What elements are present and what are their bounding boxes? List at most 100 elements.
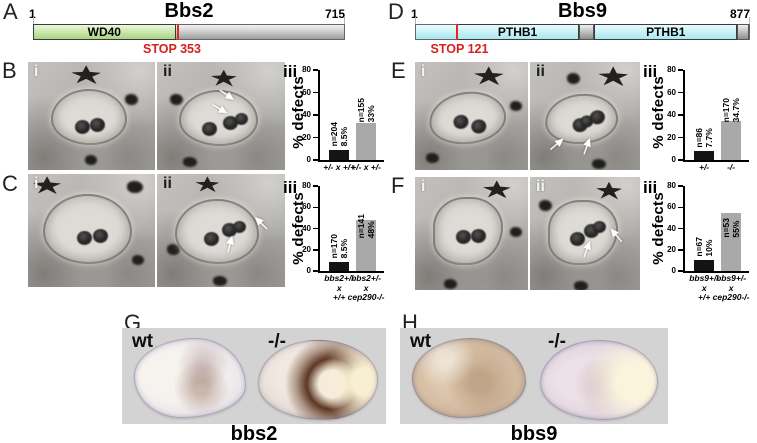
subpanel-label-ii: ii	[163, 175, 172, 192]
genotype-label-mutant: -/-	[268, 331, 286, 352]
x-axis-label: +/- x +/-	[351, 162, 381, 173]
panel-G-photo-box: wt -/-	[122, 328, 386, 424]
y-axis-tick-label: 80	[667, 65, 676, 74]
chart-plot: 0 20 40 60 80 n=204 8.5% +/- x +/+ n=155 33% +/- x…	[302, 66, 384, 172]
y-axis-tick-label: 60	[667, 202, 676, 212]
wd40-domain-label: WD40	[87, 25, 121, 39]
panel-D-gene-diagram: D Bbs9 1 877 PTHB1 PTHB1 STOP 121	[380, 0, 757, 58]
chart-bar	[356, 220, 377, 271]
subpanel-label-i: i	[421, 178, 426, 195]
melanocyte-spot	[213, 275, 228, 286]
y-axis-tick-label: 40	[667, 223, 676, 233]
panel-B-image-ii: ii	[157, 62, 285, 170]
x-axis-label: bbs9+/- x +/+	[689, 273, 719, 303]
subpanel-label-iii: iii	[283, 178, 298, 197]
otolith	[470, 118, 488, 135]
pthb1-domain-2-label: PTHB1	[646, 25, 686, 39]
melanocyte-spot	[473, 66, 504, 86]
panel-F-chart: iii % defects 0 20 40 60 80 n=67 10% bbs9+/- x +/…	[643, 178, 755, 308]
bar-annotation-line: 8.5%	[339, 127, 350, 147]
panel-letter-D: D	[388, 0, 404, 24]
y-axis-tick-label: 0	[671, 155, 676, 164]
linker-block-1	[579, 24, 595, 40]
y-axis-tick-label: 40	[667, 110, 676, 119]
y-axis-tick	[313, 227, 318, 230]
subpanel-label-iii: iii	[643, 178, 658, 197]
subpanel-label-iii: iii	[643, 62, 658, 81]
stop-codon-label: STOP 121	[430, 42, 489, 56]
y-axis-tick	[313, 206, 318, 208]
panel-A-gene-diagram: A Bbs2 1 715 WD40 STOP 353	[0, 0, 378, 58]
aa-start-label: 1	[411, 7, 418, 21]
defect-arrow-icon	[226, 235, 234, 253]
melanocyte-spot	[127, 180, 144, 193]
linker-block-2	[737, 24, 749, 40]
y-axis-tick	[678, 69, 683, 71]
melanocyte-spot	[598, 66, 629, 87]
bar-annotation: n=155 33%	[356, 98, 376, 122]
panel-F-image-ii: ii	[530, 177, 640, 290]
otolith	[470, 228, 486, 243]
bar-annotation-line: 55%	[731, 220, 742, 238]
y-axis-tick	[678, 136, 683, 139]
pthb1-domain-2: PTHB1	[594, 24, 738, 40]
panel-letter-C: C	[2, 171, 18, 196]
y-axis-tick	[678, 185, 683, 187]
melanocyte-spot	[574, 280, 588, 290]
bar-annotation-line: 8.5%	[339, 238, 350, 258]
melanocyte-spot	[596, 181, 622, 200]
defect-arrow-icon	[549, 138, 564, 151]
subpanel-label-i: i	[34, 175, 39, 192]
ectopic-otolith	[233, 220, 247, 233]
embryo-wt-image	[134, 338, 246, 418]
genotype-label-mutant: -/-	[548, 331, 566, 352]
chart-bar	[721, 212, 742, 271]
y-axis-tick-label: 80	[302, 181, 311, 190]
genotype-label-wt: wt	[410, 331, 432, 352]
x-axis-label-line: cep290-/-	[712, 292, 750, 302]
otolith	[221, 223, 237, 237]
defect-arrow-icon	[583, 240, 592, 258]
otolith	[569, 232, 585, 247]
x-axis-label-line: bbs9+/-	[716, 273, 747, 283]
x-axis-label: -/-	[727, 162, 735, 173]
subpanel-label-ii: ii	[163, 63, 172, 80]
otolith	[451, 114, 469, 131]
y-axis-title: % defects	[650, 192, 667, 265]
protein-bar-bbs2: WD40	[33, 24, 345, 40]
stop-codon-marker	[455, 24, 458, 40]
otolith	[92, 229, 108, 244]
y-axis-tick	[678, 159, 683, 161]
otolith	[204, 231, 220, 246]
stop-codon-marker	[176, 24, 179, 40]
x-axis-label-line: cep290-/-	[347, 292, 385, 302]
y-axis-tick-label: 80	[667, 181, 676, 190]
melanocyte-spot	[509, 226, 522, 237]
chart-bar	[329, 261, 350, 271]
defect-arrow-icon	[211, 104, 228, 114]
bar-annotation: n=170 34.7%	[721, 98, 741, 122]
bar-annotation-line: 33%	[366, 104, 377, 122]
melanocyte-spot	[195, 176, 220, 193]
end-tick	[749, 17, 750, 24]
bar-annotation-line: n=53	[721, 218, 732, 238]
melanocyte-spot	[132, 255, 145, 266]
melanocyte-spot	[538, 199, 552, 211]
x-axis-label: +/- x +/+	[323, 162, 355, 173]
otic-vesicle	[178, 90, 259, 147]
defect-arrow-icon	[610, 228, 623, 243]
y-axis-tick-label: 0	[306, 266, 311, 275]
bar-annotation: n=86 7.7%	[694, 128, 714, 148]
bar-annotation: n=53 55%	[721, 218, 741, 238]
melanocyte-spot	[591, 159, 606, 170]
melanocyte-spot	[567, 72, 581, 84]
ectopic-otolith	[235, 112, 248, 125]
wd40-domain: WD40	[33, 24, 176, 40]
y-axis-tick	[313, 159, 318, 161]
aa-start-label: 1	[29, 7, 36, 21]
chart-bar	[694, 260, 715, 271]
panel-letter-A: A	[3, 0, 18, 24]
x-axis-label-line: bbs2+/-	[324, 273, 355, 283]
panel-F-image-i: i	[415, 177, 528, 290]
